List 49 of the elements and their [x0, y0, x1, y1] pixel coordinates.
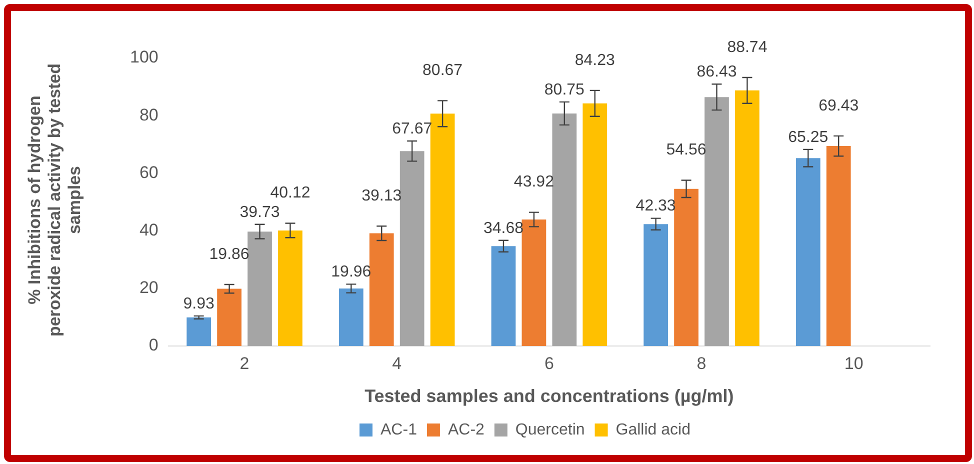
y-tick-label: 20 [139, 278, 158, 298]
y-tick-label: 40 [139, 220, 158, 240]
bar [674, 188, 698, 346]
bar [582, 103, 608, 346]
legend-label: Quercetin [515, 421, 585, 438]
y-tick-label: 60 [139, 162, 158, 182]
bar [796, 158, 820, 346]
x-tick-label: 8 [696, 354, 706, 373]
data-label: 19.86 [209, 246, 250, 263]
legend-label: AC-1 [380, 421, 418, 438]
bar [186, 317, 212, 346]
data-label: 69.43 [818, 97, 859, 114]
bar [278, 230, 302, 346]
y-tick-label: 0 [148, 336, 158, 355]
data-label: 65.25 [788, 128, 828, 146]
y-tick-label: 80 [139, 105, 158, 124]
data-label: 54.56 [666, 142, 706, 159]
bar [644, 224, 668, 346]
data-label: 39.73 [240, 204, 280, 221]
bar [704, 97, 729, 346]
bar [522, 220, 546, 346]
legend-label: Gallid acid [616, 421, 690, 438]
data-label: 39.13 [362, 188, 402, 205]
bar [338, 288, 364, 346]
y-tick-label: 100 [130, 48, 158, 67]
bar [826, 146, 851, 346]
legend-label: AC-2 [448, 421, 485, 438]
bar [400, 151, 424, 346]
bar [217, 288, 242, 346]
bar [430, 114, 455, 346]
bar [735, 90, 760, 346]
bar [491, 246, 516, 346]
y-axis-title: % Inhibitions of hydrogen peroxide radical activity by tested samples [25, 62, 85, 339]
x-tick-label: 6 [544, 354, 554, 373]
bar [248, 232, 272, 346]
x-tick-label: 2 [240, 354, 250, 373]
bar [369, 233, 394, 346]
x-axis-title: Tested samples and concentrations (µg/ml) [364, 386, 734, 406]
data-label: 80.75 [544, 81, 585, 98]
data-label: 9.93 [183, 295, 214, 312]
bar [552, 113, 577, 346]
data-label: 80.67 [422, 62, 463, 80]
data-label: 84.23 [574, 52, 615, 69]
x-tick-label: 10 [844, 354, 864, 373]
data-label: 88.74 [727, 38, 768, 56]
data-label: 86.43 [696, 64, 737, 81]
x-tick-label: 4 [392, 354, 402, 373]
data-label: 40.12 [270, 184, 310, 202]
data-label: 43.92 [514, 174, 554, 191]
